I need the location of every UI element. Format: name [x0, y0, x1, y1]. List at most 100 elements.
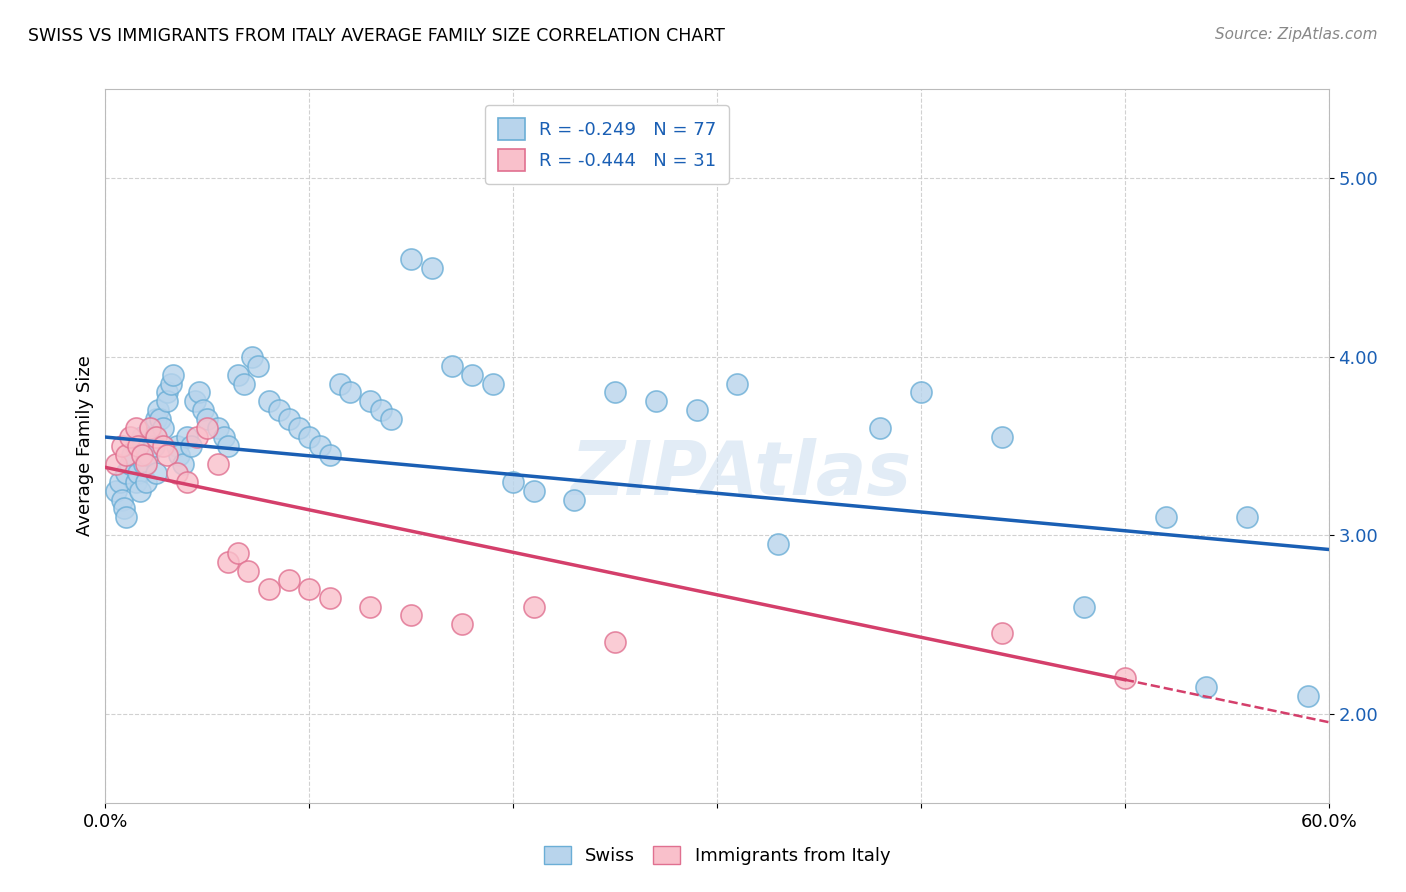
Point	[149, 412, 172, 426]
Point	[298, 582, 321, 596]
Point	[115, 466, 138, 480]
Point	[360, 394, 382, 409]
Point	[267, 403, 290, 417]
Text: SWISS VS IMMIGRANTS FROM ITALY AVERAGE FAMILY SIZE CORRELATION CHART: SWISS VS IMMIGRANTS FROM ITALY AVERAGE F…	[28, 27, 725, 45]
Point	[145, 466, 167, 480]
Point	[155, 394, 177, 409]
Point	[108, 475, 131, 489]
Point	[247, 359, 270, 373]
Point	[329, 376, 352, 391]
Point	[136, 448, 159, 462]
Point	[145, 430, 167, 444]
Point	[129, 483, 152, 498]
Legend: Swiss, Immigrants from Italy: Swiss, Immigrants from Italy	[537, 838, 897, 872]
Point	[217, 439, 239, 453]
Point	[195, 412, 219, 426]
Point	[605, 385, 627, 400]
Point	[233, 376, 256, 391]
Point	[104, 457, 127, 471]
Point	[339, 385, 361, 400]
Point	[523, 599, 546, 614]
Point	[131, 448, 153, 462]
Point	[152, 421, 174, 435]
Point	[134, 457, 156, 471]
Point	[166, 439, 188, 453]
Point	[143, 439, 166, 453]
Point	[278, 412, 301, 426]
Point	[176, 475, 198, 489]
Point	[1296, 689, 1319, 703]
Point	[257, 394, 280, 409]
Point	[135, 457, 157, 471]
Point	[370, 403, 392, 417]
Point	[152, 439, 174, 453]
Point	[318, 448, 342, 462]
Point	[420, 260, 443, 275]
Point	[1154, 510, 1177, 524]
Point	[188, 385, 211, 400]
Point	[121, 448, 143, 462]
Point	[112, 501, 135, 516]
Point	[605, 635, 627, 649]
Point	[118, 430, 141, 444]
Point	[226, 368, 249, 382]
Point	[298, 430, 321, 444]
Text: Source: ZipAtlas.com: Source: ZipAtlas.com	[1215, 27, 1378, 42]
Point	[523, 483, 546, 498]
Point	[1114, 671, 1136, 685]
Point	[155, 448, 177, 462]
Point	[166, 466, 188, 480]
Point	[148, 403, 170, 417]
Point	[125, 421, 148, 435]
Point	[104, 483, 127, 498]
Point	[127, 439, 149, 453]
Point	[236, 564, 259, 578]
Point	[461, 368, 484, 382]
Point	[184, 394, 207, 409]
Point	[176, 430, 198, 444]
Point	[481, 376, 503, 391]
Text: ZIPAtlas: ZIPAtlas	[571, 438, 912, 511]
Point	[186, 430, 208, 444]
Point	[167, 448, 190, 462]
Point	[131, 430, 153, 444]
Point	[768, 537, 790, 551]
Point	[399, 608, 422, 623]
Point	[910, 385, 932, 400]
Point	[380, 412, 402, 426]
Point	[115, 510, 138, 524]
Point	[212, 430, 235, 444]
Point	[278, 573, 301, 587]
Point	[240, 350, 263, 364]
Point	[195, 421, 219, 435]
Point	[125, 475, 148, 489]
Point	[118, 457, 141, 471]
Point	[451, 617, 474, 632]
Point	[127, 466, 149, 480]
Point	[155, 385, 177, 400]
Y-axis label: Average Family Size: Average Family Size	[76, 356, 94, 536]
Point	[1195, 680, 1218, 694]
Point	[139, 421, 162, 435]
Point	[644, 394, 668, 409]
Point	[360, 599, 382, 614]
Point	[991, 626, 1014, 640]
Point	[207, 457, 229, 471]
Point	[111, 439, 134, 453]
Point	[180, 439, 202, 453]
Point	[991, 430, 1014, 444]
Point	[308, 439, 330, 453]
Point	[727, 376, 749, 391]
Point	[159, 376, 181, 391]
Point	[686, 403, 709, 417]
Point	[1073, 599, 1095, 614]
Point	[135, 475, 157, 489]
Point	[162, 368, 184, 382]
Point	[288, 421, 311, 435]
Point	[226, 546, 249, 560]
Point	[115, 448, 138, 462]
Point	[441, 359, 464, 373]
Point	[869, 421, 891, 435]
Point	[217, 555, 239, 569]
Point	[141, 430, 163, 444]
